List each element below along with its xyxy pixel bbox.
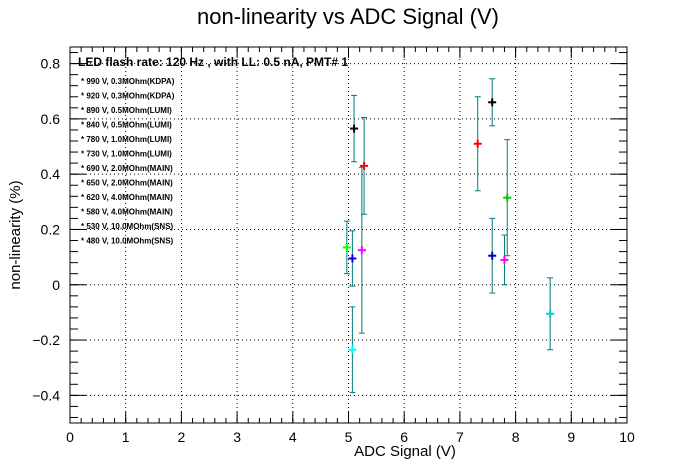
x-tick-label: 3 [233, 429, 241, 445]
data-points [342, 78, 555, 394]
data-point [488, 78, 497, 127]
x-tick-label: 6 [400, 429, 408, 445]
legend-header: LED flash rate: 120 Hz , with LL: 0.5 nA… [78, 55, 348, 69]
y-tick-label: 0.6 [41, 111, 61, 127]
legend-entry: * 480 V, 10.0MOhm(SNS) [81, 237, 174, 246]
y-tick-label: −0.4 [32, 387, 60, 403]
legend-entry: * 690 V, 2.0MOhm(MAIN) [81, 164, 173, 173]
data-point [342, 220, 351, 275]
legend-entry: * 580 V, 4.0MOhm(MAIN) [81, 208, 173, 217]
data-point [546, 277, 555, 351]
x-tick-label: 4 [289, 429, 297, 445]
legend-entry: * 530 V, 10.0MOhm(SNS) [81, 222, 174, 231]
legend: * 990 V, 0.3MOhm(KDPA) * 920 V, 0.3MOhm(K… [81, 77, 175, 246]
data-point [350, 94, 359, 163]
data-point [503, 139, 512, 257]
legend-entry: * 890 V, 0.5MOhm(LUMI) [81, 106, 172, 115]
legend-entry: * 920 V, 0.3MOhm(KDPA) [81, 92, 175, 101]
y-tick-label: 0.4 [41, 166, 61, 182]
y-axis-label: non-linearity (%) [7, 180, 24, 289]
x-tick-label: 1 [122, 429, 130, 445]
chart-title: non-linearity vs ADC Signal (V) [197, 4, 499, 29]
data-point [500, 234, 509, 286]
data-point [360, 117, 369, 215]
legend-entry: * 620 V, 4.0MOhm(MAIN) [81, 193, 173, 202]
data-point [488, 217, 497, 294]
y-tick-label: 0.2 [41, 221, 61, 237]
data-point [348, 306, 357, 394]
data-point [357, 166, 366, 334]
x-tick-label: 5 [345, 429, 353, 445]
x-tick-label: 0 [66, 429, 74, 445]
data-point [473, 96, 482, 192]
data-point [348, 230, 357, 287]
x-axis-label: ADC Signal (V) [354, 443, 456, 460]
x-tick-label: 7 [456, 429, 464, 445]
legend-entry: * 730 V, 1.0MOhm(LUMI) [81, 150, 172, 159]
grid-lines [70, 47, 627, 423]
x-tick-label: 9 [567, 429, 575, 445]
legend-entry: * 650 V, 2.0MOhm(MAIN) [81, 179, 173, 188]
legend-entry: * 990 V, 0.3MOhm(KDPA) [81, 77, 175, 86]
legend-entry: * 840 V, 0.5MOhm(LUMI) [81, 121, 172, 130]
axes: 0 1 2 3 4 5 6 7 8 9 10 −0.4 −0.2 0 0.2 0.4 0.6 0.8 [32, 47, 635, 445]
x-tick-label: 8 [512, 429, 520, 445]
y-tick-label: 0 [52, 277, 60, 293]
x-tick-label: 10 [619, 429, 635, 445]
legend-entry: * 780 V, 1.0MOhm(LUMI) [81, 135, 172, 144]
y-tick-label: 0.8 [41, 56, 61, 72]
x-tick-label: 2 [178, 429, 186, 445]
y-tick-label: −0.2 [32, 332, 60, 348]
